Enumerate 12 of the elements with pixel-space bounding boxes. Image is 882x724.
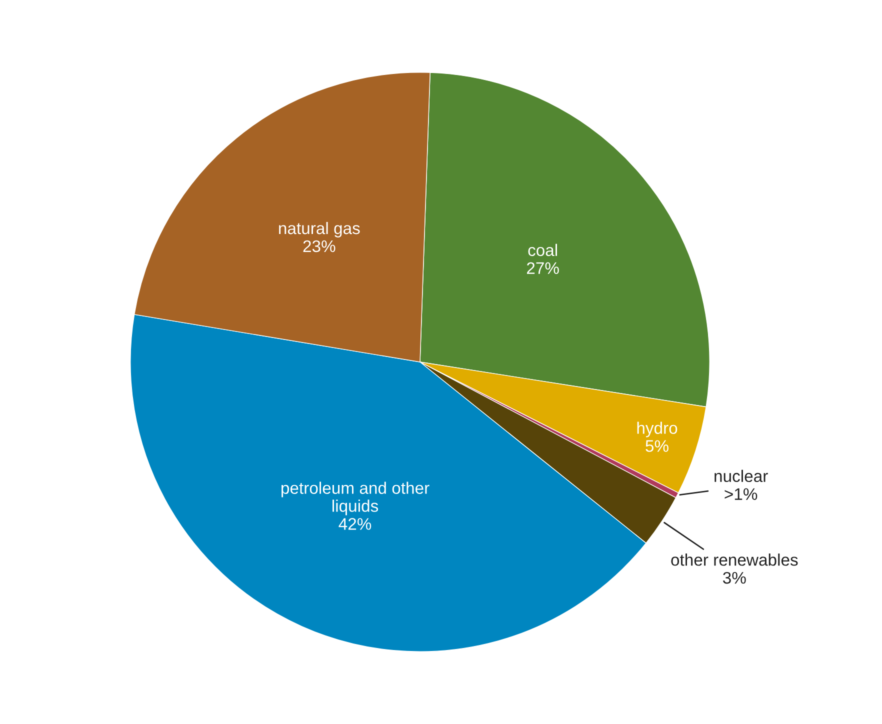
data-label: 23% — [303, 240, 336, 252]
slice-label: other renewables — [671, 554, 798, 566]
slice-label: hydro — [637, 422, 678, 438]
slice-label: coal — [528, 244, 557, 256]
data-label: 27% — [526, 262, 559, 274]
slice-label: nuclear — [714, 470, 768, 482]
data-label: 42% — [338, 518, 372, 530]
slice-label: petroleum and other liquids — [282, 482, 430, 516]
data-label: >1% — [724, 488, 758, 500]
slice-label: natural gas — [279, 222, 360, 238]
data-label: 5% — [646, 440, 668, 452]
data-label: 3% — [722, 572, 746, 584]
